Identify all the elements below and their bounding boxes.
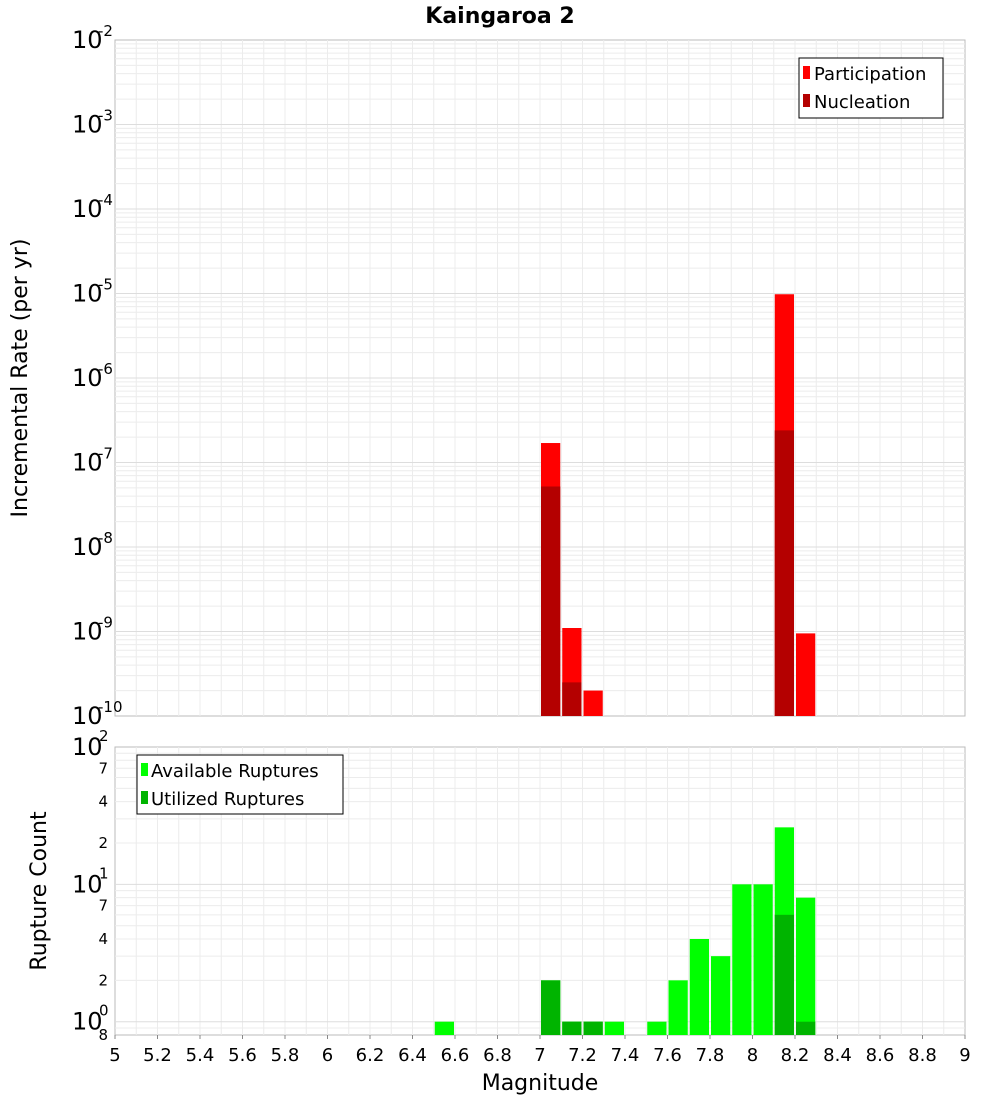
x-tick-label: 9 xyxy=(959,1045,970,1066)
x-tick-label: 8 xyxy=(747,1045,758,1066)
x-tick-label: 6.4 xyxy=(398,1045,427,1066)
available-bar xyxy=(434,1021,454,1035)
y-tick-exponent: -4 xyxy=(98,191,113,209)
participation-legend-swatch xyxy=(803,66,810,79)
x-tick-label: 5.4 xyxy=(186,1045,215,1066)
x-tick-label: 7.4 xyxy=(611,1045,640,1066)
x-axis-title: Magnitude xyxy=(482,1071,599,1096)
available-bar xyxy=(604,1021,624,1035)
y-tick-exponent: 2 xyxy=(99,727,109,745)
x-tick-label: 5.6 xyxy=(228,1045,257,1066)
count-legend: Available Ruptures Utilized Ruptures xyxy=(136,754,344,815)
available-bar xyxy=(753,884,773,1035)
available-bar xyxy=(796,897,816,1035)
rate-y-axis-title: Incremental Rate (per yr) xyxy=(8,239,33,518)
y-tick-exponent: -2 xyxy=(98,22,113,40)
x-tick-label: 6 xyxy=(322,1045,333,1066)
y-tick-label: 10 xyxy=(72,111,103,139)
y-tick-exponent: -3 xyxy=(98,107,113,125)
utilized-bar xyxy=(774,914,794,1035)
available-legend-label: Available Ruptures xyxy=(151,761,319,782)
utilized-legend-swatch xyxy=(141,791,148,804)
y-minor-tick-label: 2 xyxy=(98,834,108,852)
x-tick-label: 7.6 xyxy=(653,1045,682,1066)
available-bar xyxy=(711,956,731,1035)
y-minor-tick-label: 4 xyxy=(98,793,108,811)
x-tick-label: 8.4 xyxy=(823,1045,852,1066)
y-tick-exponent: -8 xyxy=(98,529,113,547)
x-tick-label: 8.6 xyxy=(866,1045,895,1066)
y-tick-label: 10 xyxy=(72,195,103,223)
y-tick-exponent: -5 xyxy=(98,276,113,294)
rate-gridlines xyxy=(115,40,965,716)
nucleation-bar xyxy=(541,486,561,716)
x-tick-label: 5.2 xyxy=(143,1045,172,1066)
nucleation-bar xyxy=(562,682,582,716)
nucleation-legend-label: Nucleation xyxy=(814,92,910,113)
utilized-bar xyxy=(583,1021,603,1035)
y-tick-exponent: -10 xyxy=(98,698,123,716)
y-tick-label: 10 xyxy=(72,702,103,730)
available-bar xyxy=(647,1021,667,1035)
utilized-legend-label: Utilized Ruptures xyxy=(151,789,304,810)
y-tick-exponent: -7 xyxy=(98,445,113,463)
chart-title: Kaingaroa 2 xyxy=(425,4,574,29)
utilized-bar xyxy=(562,1021,582,1035)
x-tick-label: 7.2 xyxy=(568,1045,597,1066)
y-tick-exponent: 1 xyxy=(99,864,109,882)
rate-legend: Participation Nucleation xyxy=(798,57,944,119)
y-tick-label: 10 xyxy=(72,1008,103,1036)
x-tick-label: 8.2 xyxy=(781,1045,810,1066)
utilized-bar xyxy=(541,980,561,1035)
y-tick-label: 10 xyxy=(72,364,103,392)
available-bar xyxy=(732,884,752,1035)
x-tick-label: 5 xyxy=(109,1045,120,1066)
count-bars xyxy=(434,827,816,1035)
x-tick-label: 7 xyxy=(534,1045,545,1066)
participation-bar xyxy=(796,633,816,716)
count-y-axis-title: Rupture Count xyxy=(27,811,52,971)
nucleation-legend-swatch xyxy=(803,94,810,107)
available-legend-swatch xyxy=(141,763,148,776)
y-tick-label: 10 xyxy=(72,733,103,761)
x-tick-label: 7.8 xyxy=(696,1045,725,1066)
y-tick-label: 10 xyxy=(72,280,103,308)
rate-legend-box xyxy=(798,57,944,119)
y-tick-exponent: 0 xyxy=(99,1002,109,1020)
x-tick-label: 6.8 xyxy=(483,1045,512,1066)
utilized-bar xyxy=(796,1021,816,1035)
y-minor-tick-label: 7 xyxy=(98,897,108,915)
available-bar xyxy=(689,939,709,1035)
x-tick-label: 8.8 xyxy=(908,1045,937,1066)
y-minor-tick-label: 7 xyxy=(98,759,108,777)
y-tick-label: 10 xyxy=(72,533,103,561)
y-tick-label: 10 xyxy=(72,870,103,898)
rate-bars xyxy=(541,294,816,716)
participation-bar xyxy=(583,690,603,716)
y-tick-exponent: -6 xyxy=(98,360,113,378)
y-tick-label: 10 xyxy=(72,26,103,54)
y-tick-label: 10 xyxy=(72,618,103,646)
y-minor-tick-label: 2 xyxy=(98,971,108,989)
y-tick-exponent: -9 xyxy=(98,614,113,632)
count-legend-box xyxy=(136,754,344,815)
y-minor-tick-label: 8 xyxy=(98,1026,108,1044)
y-tick-label: 10 xyxy=(72,449,103,477)
x-tick-label: 5.8 xyxy=(271,1045,300,1066)
y-minor-tick-label: 4 xyxy=(98,930,108,948)
magnitude-x-tick-labels: 5 5.2 5.4 5.6 5.8 6 6.2 6.4 6.6 6.8 7 7.2 7.4 7.6 7.8 8… xyxy=(109,1035,971,1066)
x-tick-label: 6.6 xyxy=(441,1045,470,1066)
nucleation-bar xyxy=(774,430,794,716)
participation-legend-label: Participation xyxy=(814,64,926,85)
available-bar xyxy=(668,980,688,1035)
x-tick-label: 6.2 xyxy=(356,1045,385,1066)
